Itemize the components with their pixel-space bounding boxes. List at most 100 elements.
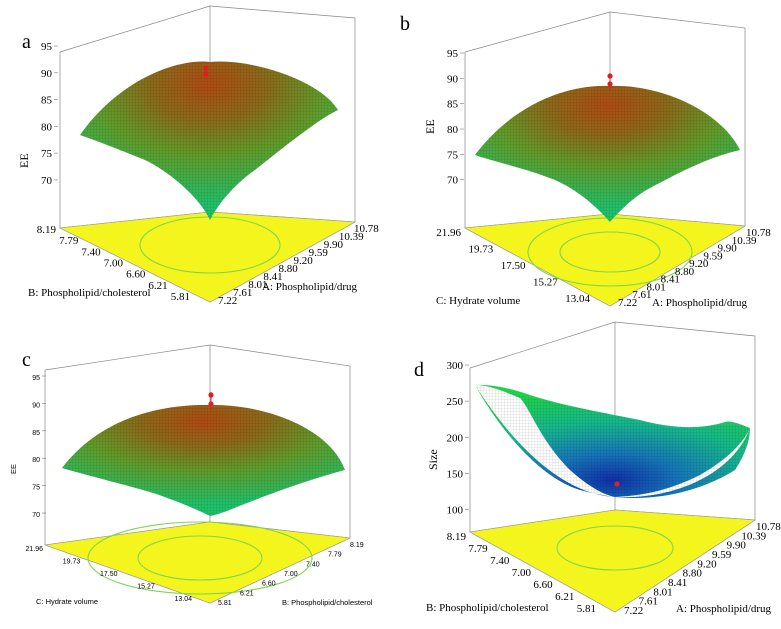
panel-b-x-label: A: Phospholipid/drug (652, 297, 748, 309)
z-tick-label: 250 (447, 396, 464, 408)
panel-b-marker (607, 73, 613, 79)
panel-b-contour-inner (559, 231, 661, 273)
panel-a-floor (58, 211, 357, 303)
z-tick-label: 70 (447, 175, 459, 187)
axis-tick-label: 8.19 (350, 542, 364, 549)
z-tick-label: 85 (41, 95, 53, 107)
z-tick-label: 150 (447, 468, 464, 480)
panel-d-x-label: A: Phospholipid/drug (676, 603, 772, 615)
axis-tick-label: 13.04 (174, 596, 192, 603)
axis-tick-label: 7.40 (306, 561, 320, 568)
axis-tick-label: 17.50 (501, 260, 526, 272)
axis-tick-label: 6.21 (555, 591, 574, 603)
panel-b-letter: b (400, 13, 410, 35)
axis-tick-label: 8.01 (646, 281, 665, 293)
z-tick-label: 95 (41, 41, 53, 53)
axis-tick-label: 9.90 (727, 540, 747, 552)
panel-d-y-ticks: 8.197.797.407.006.606.215.81 (447, 531, 596, 615)
panel-c-x-label: B: Phospholipid/cholesterol (282, 598, 373, 607)
axis-tick-label: 7.79 (468, 543, 488, 555)
axis-tick-label: 8.80 (675, 266, 695, 278)
panel-b-y-label: C: Hydrate volume (436, 295, 520, 307)
axis-tick-label: 7.79 (59, 235, 79, 247)
axis-tick-label: 8.41 (668, 577, 687, 589)
z-tick-label: 70 (32, 512, 40, 519)
axis-tick-label: 7.61 (233, 287, 252, 299)
axis-tick-label: 8.19 (37, 224, 57, 236)
panel-d: d 300 250 200 150 100 8.197.797.407.006.606.… (414, 321, 781, 617)
panel-a: a 95 90 85 80 75 70 8.197.797.407.006.606.21 5… (17, 5, 379, 307)
axis-tick-label: 10.78 (746, 227, 771, 239)
panel-a-y-label: B: Phospholipid/cholesterol (28, 287, 151, 299)
panel-b: b 95 90 85 80 75 70 21.96 19.73 17.50 15.27 13.04… (400, 11, 771, 309)
z-tick-label: 90 (32, 402, 40, 409)
panel-a-x-label: A: Phospholipid/drug (262, 281, 358, 293)
panel-c-y-ticks: 21.96 19.73 17.50 15.27 13.04 (25, 546, 192, 603)
axis-tick-label: 8.19 (447, 531, 467, 543)
panel-d-marker (614, 481, 620, 487)
axis-tick-label: 9.59 (703, 250, 723, 262)
panel-a-z-label: EE (17, 153, 31, 168)
z-tick-label: 75 (447, 149, 459, 161)
panel-b-z-label: EE (423, 119, 437, 134)
panel-c-surface-mesh (62, 404, 345, 516)
panel-c-z-label: EE (9, 464, 18, 474)
panel-c-floor (44, 521, 352, 604)
panel-c-x-ticks: 5.81 6.21 6.60 7.00 7.40 7.79 8.19 (218, 542, 364, 607)
z-tick-label: 70 (41, 175, 53, 187)
z-tick-label: 90 (41, 68, 53, 80)
axis-tick-label: 6.60 (126, 269, 146, 281)
panel-d-z-label: Size (426, 449, 440, 470)
panel-c-letter: c (22, 349, 31, 371)
axis-tick-label: 8.41 (263, 271, 282, 283)
axis-tick-label: 7.00 (104, 258, 124, 270)
axis-tick-label: 5.81 (218, 600, 232, 607)
axis-tick-label: 19.73 (469, 244, 494, 256)
panel-c-z-ticks: 95 90 85 80 75 70 (32, 375, 46, 519)
panel-d-y-label: B: Phospholipid/cholesterol (426, 602, 549, 614)
axis-tick-label: 7.61 (639, 596, 658, 608)
panel-a-marker-2 (203, 71, 209, 77)
z-tick-label: 300 (447, 360, 464, 372)
axis-tick-label: 9.59 (712, 549, 732, 561)
axis-tick-label: 7.22 (618, 297, 637, 309)
z-tick-label: 85 (32, 430, 40, 437)
panel-d-x-ticks: 7.227.618.018.418.809.209.599.9010.3910.… (624, 521, 781, 617)
axis-tick-label: 10.39 (741, 530, 766, 542)
axis-tick-label: 13.04 (565, 293, 590, 305)
axis-tick-label: 6.21 (240, 590, 254, 597)
axis-tick-label: 9.20 (697, 558, 717, 570)
axis-tick-label: 9.90 (324, 239, 344, 251)
panel-b-surface-mesh (475, 85, 740, 222)
z-tick-label: 80 (32, 457, 40, 464)
axis-tick-label: 8.01 (248, 279, 267, 291)
panel-d-contour (556, 525, 674, 571)
axis-tick-label: 7.40 (81, 246, 101, 258)
axis-tick-label: 7.40 (490, 555, 510, 567)
panel-c-marker (208, 392, 214, 398)
z-tick-label: 75 (32, 485, 40, 492)
z-tick-label: 80 (447, 124, 459, 136)
panel-d-surface-mesh (475, 385, 750, 499)
axis-tick-label: 6.21 (148, 280, 167, 292)
axis-tick-label: 8.80 (683, 568, 703, 580)
axis-tick-label: 8.41 (661, 274, 680, 286)
panel-b-z-ticks: 95 90 85 80 75 70 (447, 48, 464, 187)
panel-b-y-ticks: 21.96 19.73 17.50 15.27 13.04 (436, 227, 590, 305)
axis-tick-label: 6.60 (533, 579, 553, 591)
panel-a-y-ticks: 8.197.797.407.006.606.21 5.81 (37, 224, 190, 303)
axis-tick-label: 8.80 (278, 263, 298, 275)
axis-tick-label: 7.00 (284, 571, 298, 578)
axis-tick-label: 7.00 (512, 567, 532, 579)
panel-d-floor (469, 509, 756, 613)
axis-tick-label: 10.78 (354, 223, 379, 235)
axis-tick-label: 21.96 (25, 546, 43, 553)
panel-b-x-ticks: 7.227.618.018.418.809.209.599.9010.3910.… (618, 227, 771, 309)
z-tick-label: 100 (447, 505, 464, 517)
panel-d-letter: d (414, 359, 424, 381)
z-tick-label: 85 (447, 99, 459, 111)
z-tick-label: 200 (447, 432, 464, 444)
axis-tick-label: 6.60 (262, 581, 276, 588)
panel-c-contour (87, 521, 313, 595)
